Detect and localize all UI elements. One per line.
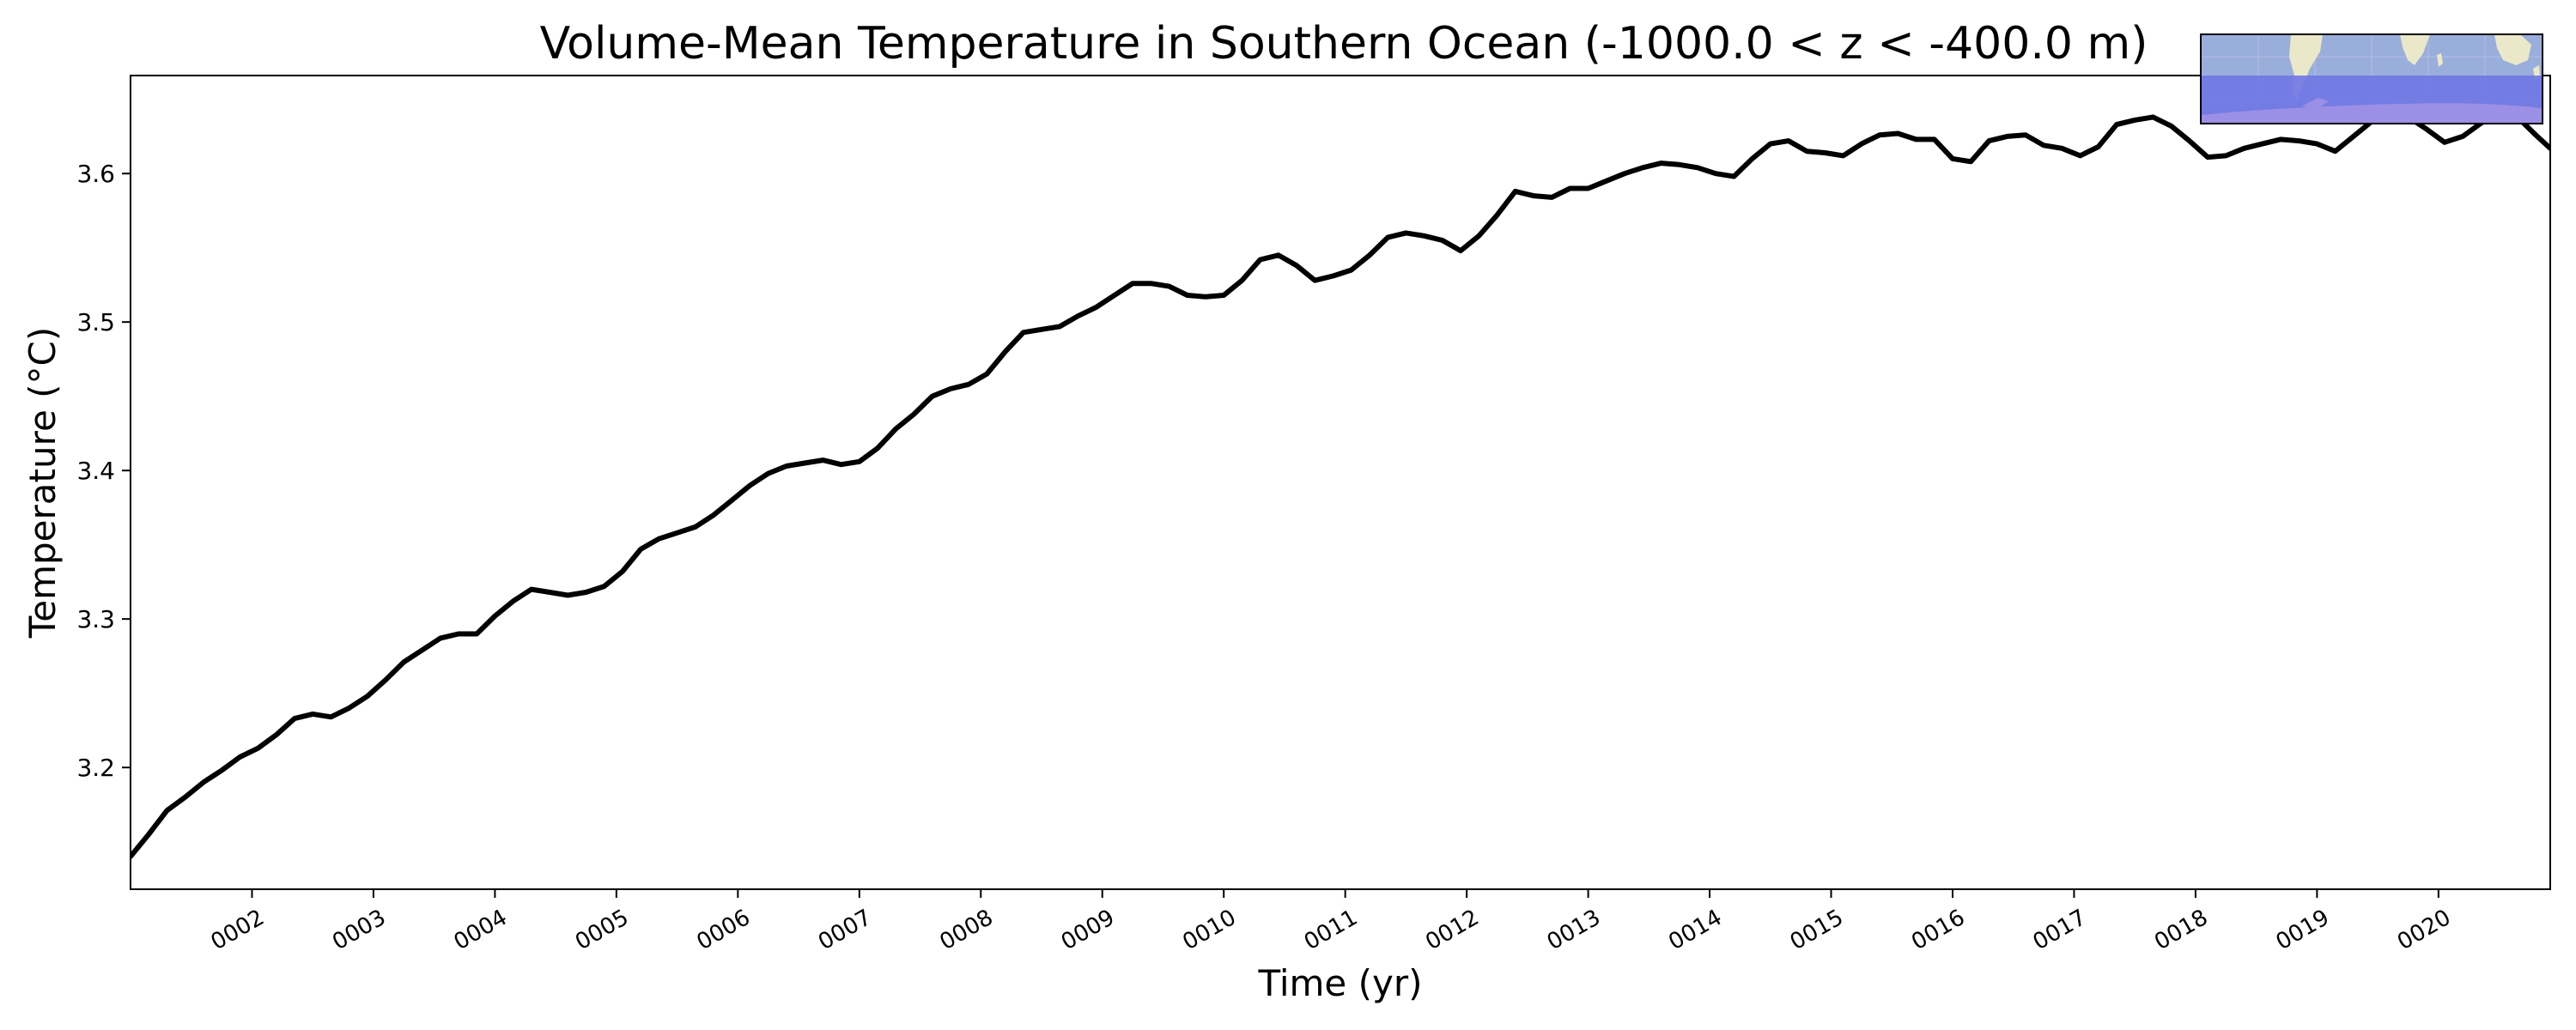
x-tick-label: 0004 (450, 905, 512, 955)
series-layer (131, 112, 2550, 859)
x-axis-label: Time (yr) (1257, 962, 1422, 1004)
x-tick-label: 0009 (1057, 905, 1119, 955)
x-tick-label: 0015 (1786, 905, 1848, 955)
x-tick-label: 0002 (207, 905, 269, 955)
inset-map-africa (2400, 34, 2430, 65)
chart-title: Volume-Mean Temperature in Southern Ocea… (540, 18, 2148, 70)
inset-map-madagascar (2437, 53, 2443, 67)
y-tick-label: 3.3 (76, 605, 115, 633)
inset-map-antarctic-peninsula (2301, 98, 2329, 108)
inset-map-australia (2494, 34, 2531, 65)
inset-map-border (2200, 33, 2543, 124)
y-tick-label: 3.5 (76, 308, 115, 336)
inset-map-antarctica (2202, 103, 2542, 123)
x-tick-label: 0007 (814, 905, 876, 955)
x-tick-label: 0003 (328, 905, 390, 955)
x-tick-label: 0013 (1543, 905, 1605, 955)
y-axis-label: Temperature (°C) (21, 327, 64, 639)
x-tick-label: 0011 (1300, 905, 1362, 955)
x-axis: 0002 0003 0004 0005 0006 0007 0008 0009 0010 0011… (207, 889, 2455, 955)
y-tick-label: 3.4 (76, 457, 115, 485)
x-tick-label: 0010 (1178, 905, 1240, 955)
y-tick-label: 3.6 (76, 160, 115, 188)
x-tick-label: 0016 (1907, 905, 1969, 955)
x-tick-label: 0012 (1421, 905, 1483, 955)
plot-area (130, 75, 2551, 890)
y-tick-label: 3.2 (76, 754, 115, 782)
x-tick-label: 0008 (935, 905, 997, 955)
inset-region-map (2200, 33, 2543, 124)
x-tick-label: 0006 (693, 905, 755, 955)
y-axis: 3.2 3.3 3.4 3.5 3.6 (76, 160, 131, 782)
x-tick-label: 0018 (2150, 905, 2212, 955)
x-tick-label: 0020 (2393, 905, 2455, 955)
x-tick-label: 0019 (2272, 905, 2334, 955)
x-tick-label: 0014 (1664, 905, 1726, 955)
x-tick-label: 0017 (2029, 905, 2091, 955)
x-tick-label: 0005 (571, 905, 633, 955)
series-line (131, 112, 2550, 859)
